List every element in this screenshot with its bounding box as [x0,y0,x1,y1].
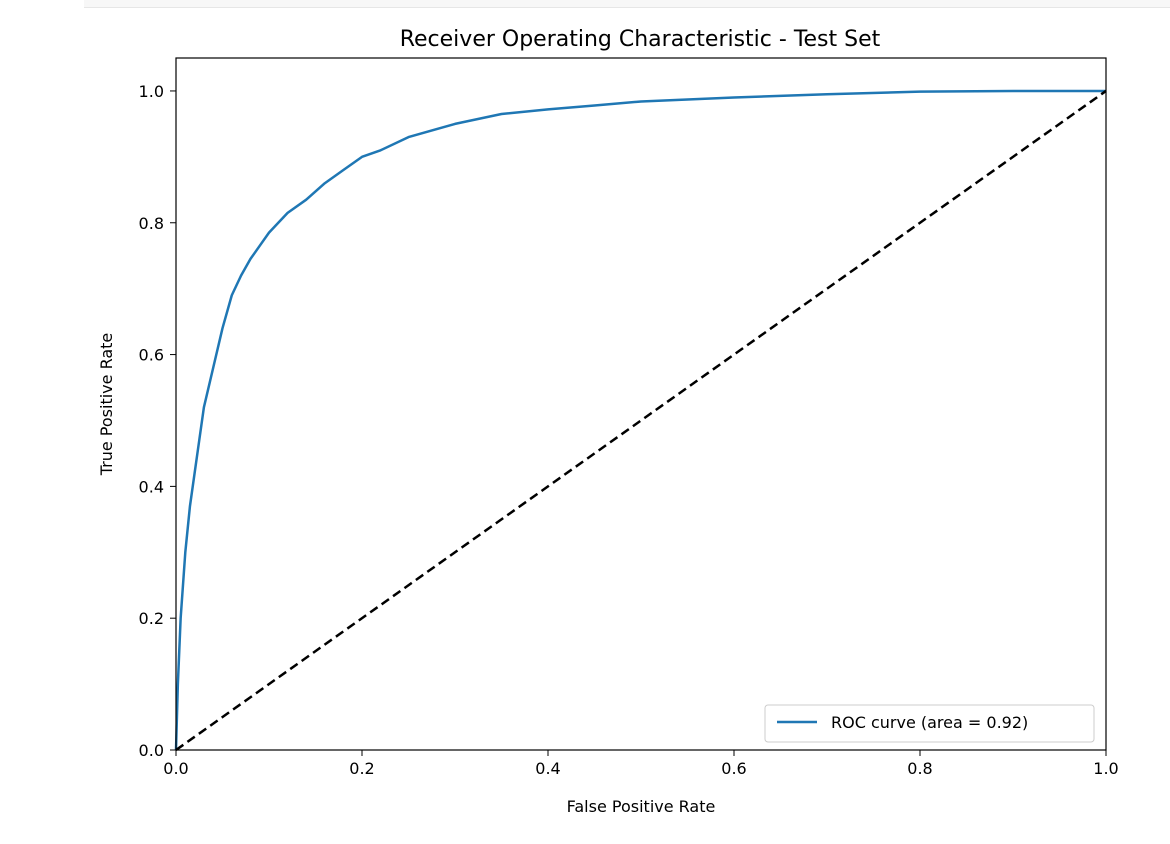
x-tick-label: 0.2 [349,759,374,778]
notebook-cell-top-border [84,0,1170,8]
plot-area [174,89,1107,752]
x-axis-ticks: 0.0 0.2 0.4 0.6 0.8 1.0 [163,750,1119,778]
y-tick-label: 0.8 [139,214,164,233]
x-tick-label: 0.8 [907,759,932,778]
x-tick-label: 0.4 [535,759,560,778]
x-tick-label: 0.6 [721,759,746,778]
legend: ROC curve (area = 0.92) [764,704,1095,743]
y-tick-label: 0.6 [139,346,164,365]
legend-label-roc: ROC curve (area = 0.92) [831,713,1028,732]
x-tick-label: 1.0 [1093,759,1118,778]
chart-title: Receiver Operating Characteristic - Test… [400,27,881,52]
roc-curve-line [174,89,1106,751]
y-tick-label: 0.2 [139,609,164,628]
diagonal-reference-line [175,89,1107,752]
y-axis-label: True Positive Rate [97,333,116,477]
x-axis-label: False Positive Rate [567,797,716,816]
axes-frame [175,57,1107,751]
x-tick-label: 0.0 [163,759,188,778]
y-tick-label: 0.4 [139,477,164,496]
legend-box [764,704,1095,743]
y-tick-label: 1.0 [139,82,164,101]
y-axis-ticks: 0.0 0.2 0.4 0.6 0.8 1.0 [139,82,176,760]
y-tick-label: 0.0 [139,741,164,760]
